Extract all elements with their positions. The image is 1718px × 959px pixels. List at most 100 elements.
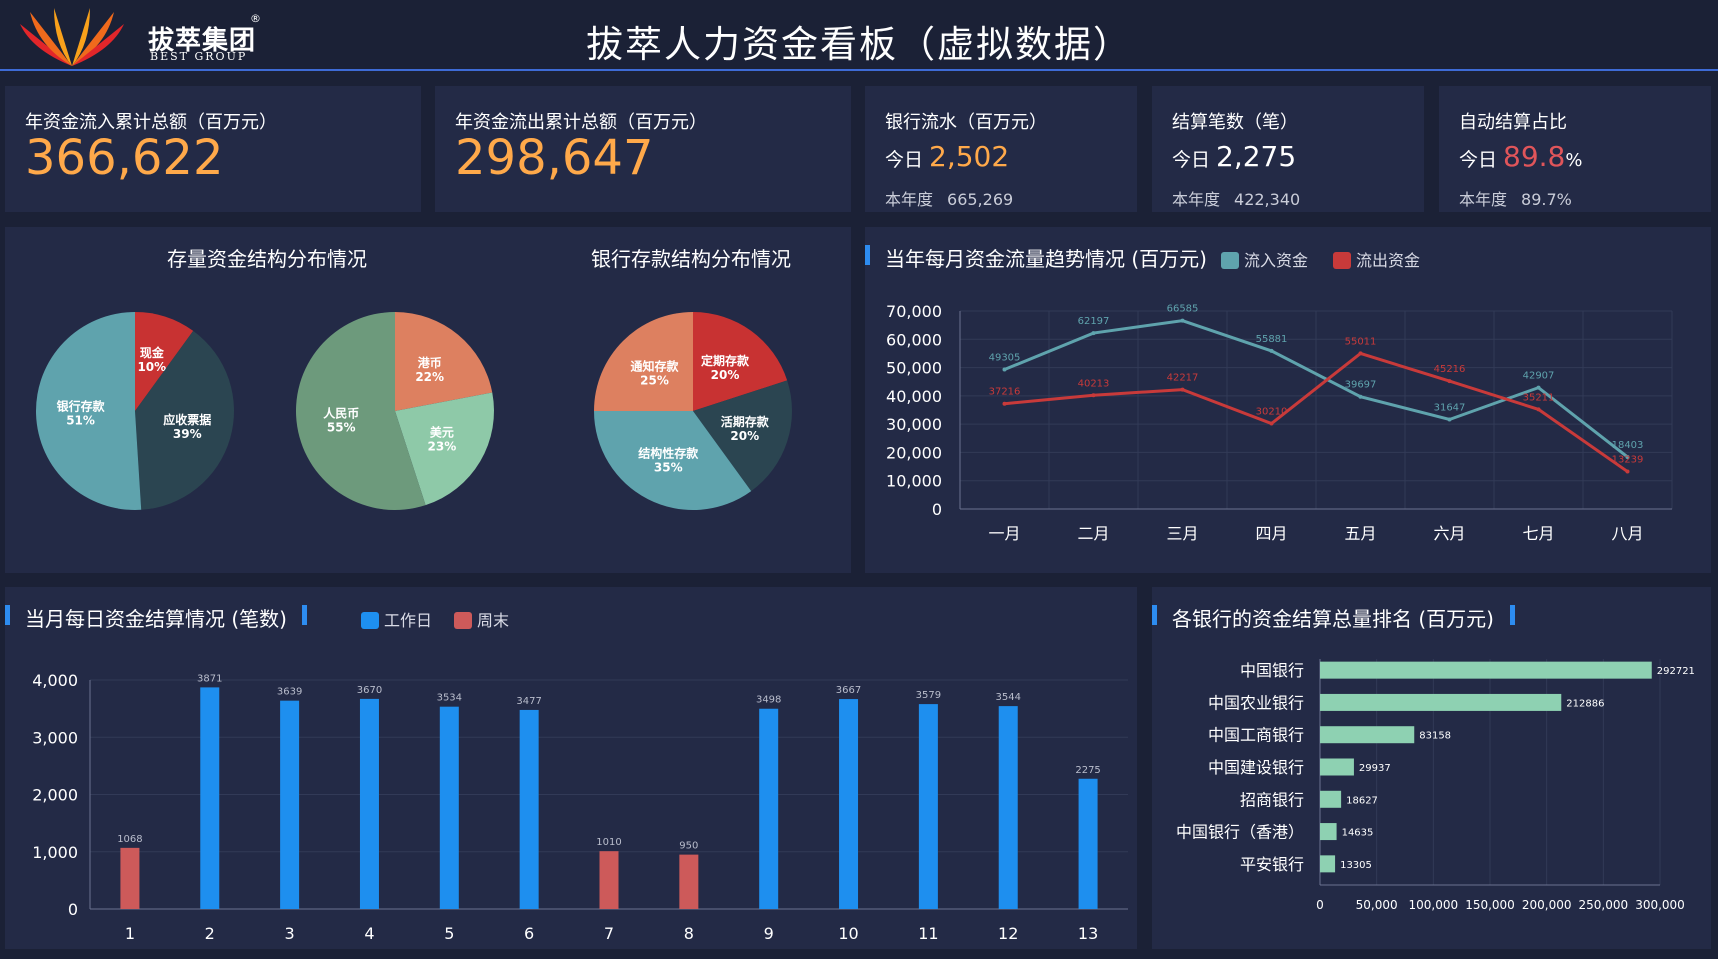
line-point: [1358, 351, 1363, 356]
line-point: [1269, 348, 1274, 353]
daily-xtick-label: 6: [524, 924, 534, 943]
daily-bar-value: 950: [679, 841, 698, 852]
logo-subtitle: BEST GROUP: [150, 50, 248, 63]
pie-slice-label: 银行存款: [57, 399, 106, 414]
kpi-bank-flow-year-value: 665,269: [947, 190, 1014, 209]
daily-xtick-label: 13: [1078, 924, 1098, 943]
pie-slice: [395, 392, 494, 506]
line-chart: 0 10,000 20,000 30,000 40,000 50,000 60,000 70,…: [886, 302, 1673, 543]
bank-bar-value: 29937: [1359, 763, 1391, 774]
legend-weekend-label: 周末: [477, 611, 510, 630]
pie-slice-percent: 51%: [66, 414, 95, 428]
kpi-settlements-today-label: 今日: [1172, 149, 1211, 171]
line-data-label: 55881: [1256, 334, 1288, 345]
daily-title-marker: [5, 605, 10, 625]
pie-slice-label: 港币: [418, 355, 442, 370]
bank-xtick-label: 300,000: [1635, 898, 1685, 912]
pie-slice: [693, 380, 792, 492]
pie-slice: [594, 312, 693, 411]
kpi-auto-ratio-today-label: 今日: [1459, 149, 1498, 171]
line-xtick-label: 四月: [1255, 524, 1287, 543]
bank-panel: 各银行的资金结算总量排名 (百万元) 0 50,000 100,000 150,000…: [1152, 587, 1711, 949]
daily-bar-chart: 01,0002,0003,0004,0001068138712363933670…: [32, 671, 1128, 943]
pie-slice-percent: 25%: [640, 373, 669, 387]
line-xtick-label: 六月: [1433, 524, 1465, 543]
bank-category-label: 中国建设银行: [1208, 758, 1304, 777]
line-point: [1625, 454, 1630, 459]
line-point: [1002, 367, 1007, 372]
pie-slice-percent: 39%: [173, 427, 202, 441]
daily-bar: [519, 709, 539, 909]
line-xtick-label: 一月: [988, 524, 1020, 543]
daily-bar-value: 3667: [836, 685, 861, 696]
kpi-bank-flow-today-value: 2,502: [929, 140, 1010, 173]
line-series-inflow: [1003, 319, 1629, 459]
daily-bar-value: 1068: [117, 834, 142, 845]
kpi-outflow-label: 年资金流出累计总额（百万元）: [455, 112, 707, 133]
legend-weekday[interactable]: 工作日: [361, 607, 432, 631]
kpi-auto-ratio-year-value: 89.7%: [1521, 190, 1572, 209]
kpi-settlements-today-value: 2,275: [1216, 140, 1297, 173]
pie-slice-percent: 20%: [711, 368, 740, 382]
pie-title-right: 银行存款结构分布情况: [591, 247, 791, 271]
legend-inflow-swatch: [1221, 252, 1239, 269]
logo-registered: ®: [250, 12, 261, 25]
daily-bar-value: 3579: [916, 690, 941, 701]
daily-bar: [359, 698, 379, 909]
line-data-label: 49305: [989, 353, 1021, 364]
daily-xtick-label: 4: [364, 924, 374, 943]
pie-slice-percent: 10%: [137, 360, 166, 374]
pie-slice: [395, 312, 493, 411]
daily-bar-value: 3534: [437, 693, 462, 704]
bank-bar-value: 83158: [1419, 731, 1451, 742]
line-data-label: 62197: [1078, 316, 1110, 327]
legend-inflow[interactable]: 流入资金: [1221, 247, 1308, 271]
legend-outflow[interactable]: 流出资金: [1333, 247, 1420, 271]
pie-slice-label: 人民币: [323, 406, 359, 421]
line-ytick-label: 20,000: [886, 443, 942, 462]
line-point: [1536, 407, 1541, 412]
line-point: [1625, 469, 1630, 474]
bank-xtick-label: 0: [1316, 898, 1324, 912]
kpi-outflow-card: 年资金流出累计总额（百万元） 298,647: [435, 86, 851, 212]
daily-bar: [998, 706, 1018, 909]
kpi-settlements-year-value: 422,340: [1234, 190, 1301, 209]
line-xtick-label: 三月: [1166, 524, 1198, 543]
bank-bar: [1320, 726, 1415, 744]
daily-xtick-label: 10: [838, 924, 858, 943]
pie-panel: 存量资金结构分布情况 银行存款结构分布情况 现金 10% 应收票据 39% 银行存款 51…: [5, 227, 851, 573]
pie-slice-percent: 35%: [654, 461, 683, 475]
bank-category-label: 中国工商银行: [1208, 726, 1304, 745]
kpi-bank-flow-today-label: 今日: [885, 149, 924, 171]
kpi-auto-ratio-label: 自动结算占比: [1459, 112, 1567, 133]
legend-inflow-label: 流入资金: [1244, 251, 1309, 270]
line-point: [1091, 331, 1096, 336]
legend-weekend-swatch: [454, 612, 472, 629]
line-data-label: 31647: [1434, 402, 1466, 413]
line-data-label: 37216: [989, 387, 1021, 398]
pie-slice-percent: 55%: [327, 421, 356, 435]
daily-bar-value: 3477: [516, 696, 541, 707]
bank-bar: [1320, 790, 1342, 808]
bank-category-label: 平安银行: [1240, 855, 1304, 874]
daily-xtick-label: 5: [444, 924, 454, 943]
daily-xtick-label: 1: [125, 924, 135, 943]
line-ytick-label: 40,000: [886, 387, 942, 406]
line-data-label: 13239: [1612, 455, 1644, 466]
daily-bar-value: 1010: [596, 837, 621, 848]
daily-xtick-label: 8: [684, 924, 694, 943]
bank-bar: [1320, 661, 1652, 679]
pie-slice: [594, 411, 752, 510]
kpi-auto-ratio-today-value: 89.8: [1503, 140, 1566, 173]
legend-weekend[interactable]: 周末: [454, 607, 509, 631]
kpi-inflow-label: 年资金流入累计总额（百万元）: [25, 112, 277, 133]
line-ytick-label: 70,000: [886, 302, 942, 321]
kpi-bank-flow-card: 银行流水（百万元） 今日 2,502 本年度 665,269: [865, 86, 1137, 212]
bank-bar-value: 212886: [1566, 698, 1604, 709]
logo-text: 拔萃集团: [148, 26, 257, 56]
daily-bar: [200, 687, 220, 909]
line-xtick-label: 七月: [1522, 524, 1554, 543]
line-point: [1447, 417, 1452, 422]
daily-bar: [120, 847, 140, 909]
daily-bar-value: 3498: [756, 695, 781, 706]
